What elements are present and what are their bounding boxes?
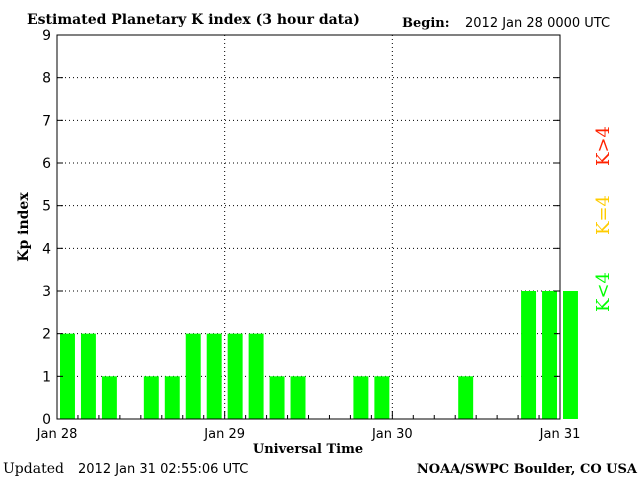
y-axis-ticks: 0 1 2 3 4 5 6 7 8 9 xyxy=(42,28,560,428)
y-tick-label: 0 xyxy=(42,412,51,428)
y-tick-label: 8 xyxy=(42,71,51,87)
kp-bar xyxy=(458,376,474,419)
y-tick-label: 4 xyxy=(42,241,51,257)
x-tick-label: Jan 29 xyxy=(203,427,245,442)
kp-bar xyxy=(164,376,180,419)
legend-k-equal-4: K=4 xyxy=(593,195,614,235)
kp-bar xyxy=(290,376,306,419)
x-tick-label: Jan 31 xyxy=(539,427,581,442)
y-axis-label: Kp index xyxy=(16,192,32,262)
y-tick-label: 1 xyxy=(42,369,51,385)
x-tick-label: Jan 30 xyxy=(371,427,413,442)
legend-k-less-4: K<4 xyxy=(593,272,614,312)
begin-value: 2012 Jan 28 0000 UTC xyxy=(465,16,610,31)
kp-bar xyxy=(60,333,75,419)
legend: K>4 K=4 K<4 xyxy=(593,126,614,312)
kp-bar xyxy=(101,376,117,419)
y-tick-label: 5 xyxy=(42,199,51,215)
updated-label: Updated xyxy=(3,461,64,477)
y-tick-label: 9 xyxy=(42,28,51,44)
begin-label: Begin: xyxy=(402,16,450,31)
x-axis-ticks: Jan 28 Jan 29 Jan 30 Jan 31 xyxy=(36,411,581,442)
updated-value: 2012 Jan 31 02:55:06 UTC xyxy=(78,462,248,477)
y-tick-label: 3 xyxy=(42,284,51,300)
plot-area xyxy=(56,34,561,420)
legend-k-greater-4: K>4 xyxy=(593,126,614,166)
kp-bar xyxy=(542,291,557,419)
kp-bar xyxy=(563,291,578,419)
kp-bar xyxy=(206,333,222,419)
source-credit: NOAA/SWPC Boulder, CO USA xyxy=(417,462,638,477)
y-tick-label: 2 xyxy=(42,327,51,343)
y-tick-label: 7 xyxy=(42,113,51,129)
kp-bar xyxy=(143,376,159,419)
bar-series xyxy=(60,291,578,419)
kp-bar xyxy=(269,376,285,419)
x-axis-label: Universal Time xyxy=(253,442,363,457)
kp-bar xyxy=(185,333,201,419)
chart-title: Estimated Planetary K index (3 hour data… xyxy=(27,12,360,28)
kp-bar xyxy=(521,291,537,419)
grid-lines xyxy=(57,35,560,419)
x-tick-label: Jan 28 xyxy=(36,427,78,442)
kp-bar xyxy=(374,376,390,419)
kp-bar xyxy=(80,333,96,419)
kp-bar xyxy=(248,333,264,419)
y-tick-label: 6 xyxy=(42,156,51,172)
kp-bar xyxy=(353,376,369,419)
kp-bar xyxy=(227,333,243,419)
